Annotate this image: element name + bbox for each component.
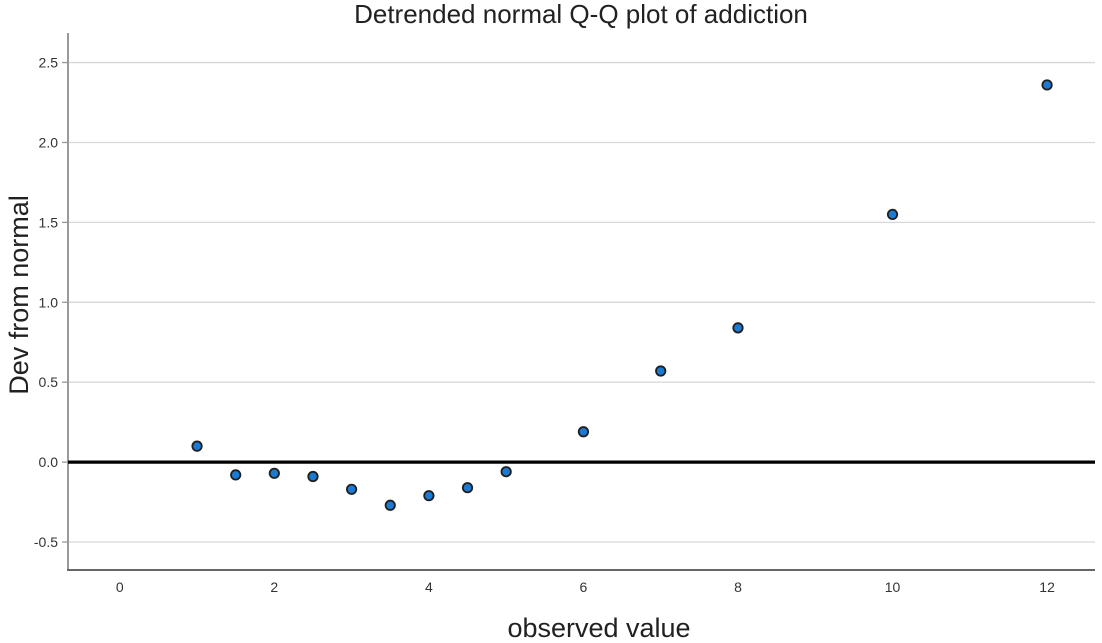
chart-title: Detrended normal Q-Q plot of addiction <box>354 0 808 29</box>
x-tick-label: 2 <box>270 579 278 595</box>
y-tick-label: 0.5 <box>39 374 59 390</box>
data-point <box>423 490 435 502</box>
y-axis-label: Dev from normal <box>4 195 34 395</box>
data-point <box>307 470 319 483</box>
y-tick-label: 0.0 <box>39 454 59 470</box>
x-tick-label: 10 <box>885 579 901 595</box>
y-tick-label: 1.0 <box>39 294 59 310</box>
data-point <box>1041 79 1053 91</box>
data-point <box>461 482 474 494</box>
data-point <box>230 469 242 481</box>
y-tick-label: 1.5 <box>39 214 59 230</box>
data-point <box>655 365 667 377</box>
axes <box>62 33 1095 571</box>
data-point <box>384 499 396 511</box>
data-point <box>500 466 512 478</box>
data-point <box>577 426 590 438</box>
y-tick-label: 2.0 <box>39 134 59 150</box>
data-point <box>886 208 899 220</box>
data-point <box>191 440 203 452</box>
x-tick-label: 6 <box>580 579 588 595</box>
gridlines <box>68 61 1095 543</box>
x-tick-label: 0 <box>116 579 124 595</box>
data-points <box>191 79 1053 511</box>
x-tick-label: 12 <box>1039 579 1055 595</box>
y-tick-label: 2.5 <box>39 55 59 71</box>
tick-labels: -0.5 0.0 0.5 1.0 1.5 2.0 2.5 0 2 4 6 8 10 12 <box>34 55 1055 595</box>
x-axis-label: observed value <box>507 613 690 643</box>
x-tick-label: 4 <box>425 579 433 595</box>
x-tick-label: 8 <box>734 579 742 595</box>
data-point <box>346 483 358 495</box>
y-tick-label: -0.5 <box>34 534 58 550</box>
data-point <box>732 322 744 334</box>
data-point <box>268 467 280 479</box>
